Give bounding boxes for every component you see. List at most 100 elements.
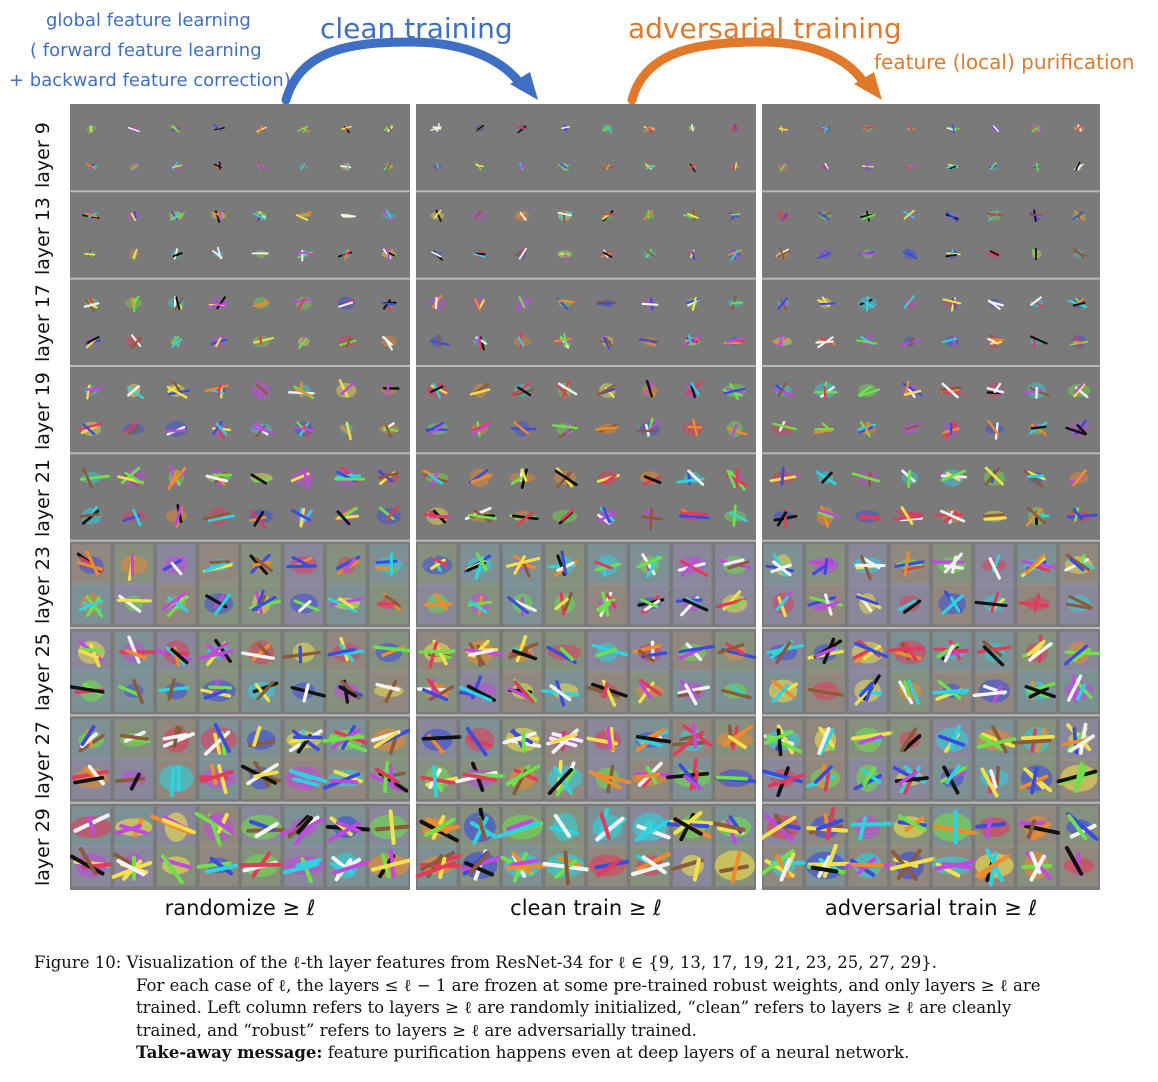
- feature-thumbnail: [986, 248, 1002, 260]
- feature-thumbnail: [205, 467, 232, 487]
- feature-thumbnail: [643, 248, 657, 258]
- feature-thumbnail: [986, 382, 1005, 399]
- feature-thumbnail: [475, 124, 485, 133]
- feature-thumbnail: [933, 719, 972, 761]
- row-separator: [416, 452, 756, 455]
- feature-thumbnail: [240, 757, 282, 800]
- feature-thumbnail: [166, 380, 191, 399]
- feature-thumbnail: [931, 844, 976, 887]
- feature-thumbnail: [166, 503, 187, 528]
- feature-thumbnail: [511, 382, 535, 397]
- feature-thumbnail: [551, 422, 579, 439]
- feature-thumbnail: [860, 210, 876, 222]
- feature-thumbnail: [1072, 210, 1086, 221]
- feature-thumbnail: [848, 806, 896, 848]
- feature-thumbnail: [989, 125, 1000, 133]
- feature-thumbnail: [560, 124, 570, 133]
- feature-thumbnail: [848, 582, 887, 625]
- feature-thumbnail: [425, 422, 449, 435]
- row-label-layer-19: layer 19: [32, 371, 54, 450]
- feature-thumbnail: [369, 631, 410, 674]
- feature-thumbnail: [369, 544, 408, 586]
- feature-thumbnail: [940, 382, 962, 399]
- feature-thumbnail: [503, 544, 542, 586]
- feature-thumbnail: [295, 211, 312, 221]
- row-separator: [416, 627, 756, 629]
- feature-thumbnail: [724, 504, 748, 527]
- feature-thumbnail: [199, 544, 238, 586]
- feature-thumbnail: [455, 757, 506, 800]
- feature-thumbnail: [642, 507, 663, 531]
- feature-thumbnail: [368, 844, 410, 887]
- feature-thumbnail: [806, 582, 845, 625]
- feature-thumbnail: [1056, 757, 1099, 800]
- feature-thumbnail: [1025, 506, 1050, 527]
- feature-thumbnail: [772, 334, 792, 348]
- feature-thumbnail: [460, 544, 499, 586]
- feature-thumbnail: [602, 163, 615, 171]
- feature-thumbnail: [887, 631, 930, 674]
- feature-thumbnail: [889, 844, 936, 887]
- feature-thumbnail: [211, 421, 232, 440]
- feature-thumbnail: [596, 383, 616, 399]
- feature-thumbnail: [284, 757, 328, 800]
- feature-thumbnail: [772, 508, 798, 528]
- feature-thumbnail: [945, 163, 959, 171]
- feature-thumbnail: [805, 843, 855, 887]
- feature-thumbnail: [196, 844, 239, 887]
- feature-thumbnail: [213, 161, 223, 172]
- feature-thumbnail: [975, 806, 1014, 848]
- feature-thumbnail: [416, 844, 466, 887]
- feature-thumbnail: [111, 844, 153, 887]
- feature-thumbnail: [199, 719, 238, 761]
- feature-thumbnail: [813, 381, 839, 400]
- feature-thumbnail: [817, 211, 832, 220]
- feature-thumbnail: [933, 509, 966, 524]
- feature-thumbnail: [673, 670, 712, 712]
- feature-thumbnail: [337, 248, 353, 260]
- feature-thumbnail: [340, 162, 352, 172]
- feature-thumbnail: [714, 757, 756, 800]
- feature-thumbnail: [70, 806, 112, 848]
- feature-thumbnail: [1024, 382, 1050, 399]
- feature-thumbnail: [460, 582, 499, 625]
- feature-thumbnail: [806, 806, 848, 848]
- feature-thumbnail: [281, 631, 323, 674]
- feature-thumbnail: [381, 336, 397, 351]
- feature-thumbnail: [155, 631, 196, 674]
- feature-thumbnail: [473, 335, 488, 351]
- feature-thumbnail: [198, 757, 238, 800]
- feature-thumbnail: [764, 544, 803, 586]
- feature-thumbnail: [762, 757, 806, 800]
- feature-thumbnail: [418, 806, 460, 848]
- feature-thumbnail: [855, 510, 881, 523]
- feature-thumbnail: [975, 544, 1014, 586]
- feature-thumbnail: [429, 333, 450, 348]
- feature-thumbnail: [199, 670, 238, 712]
- feature-thumbnail: [817, 296, 836, 309]
- feature-thumbnail: [242, 670, 281, 712]
- feature-thumbnail: [1068, 297, 1088, 309]
- feature-thumbnail: [418, 544, 457, 586]
- feature-thumbnail: [630, 719, 672, 761]
- feature-thumbnail: [473, 249, 486, 259]
- feature-thumbnail: [670, 844, 712, 887]
- feature-thumbnail: [251, 250, 269, 259]
- feature-thumbnail: [682, 208, 700, 222]
- feature-thumbnail: [1031, 124, 1043, 133]
- feature-thumbnail: [557, 210, 573, 224]
- feature-thumbnail: [422, 469, 449, 487]
- feature-thumbnail: [121, 508, 146, 527]
- feature-thumbnail: [284, 582, 323, 625]
- feature-thumbnail: [983, 466, 1005, 486]
- feature-thumbnail: [381, 247, 397, 261]
- feature-thumbnail: [114, 719, 153, 761]
- row-separator: [70, 539, 410, 542]
- feature-thumbnail: [806, 757, 845, 800]
- feature-thumbnail: [1012, 719, 1056, 761]
- feature-thumbnail: [251, 380, 272, 400]
- feature-thumbnail: [641, 297, 659, 310]
- feature-thumbnail: [815, 336, 836, 349]
- feature-thumbnail: [552, 508, 578, 525]
- feature-thumbnail: [586, 719, 627, 761]
